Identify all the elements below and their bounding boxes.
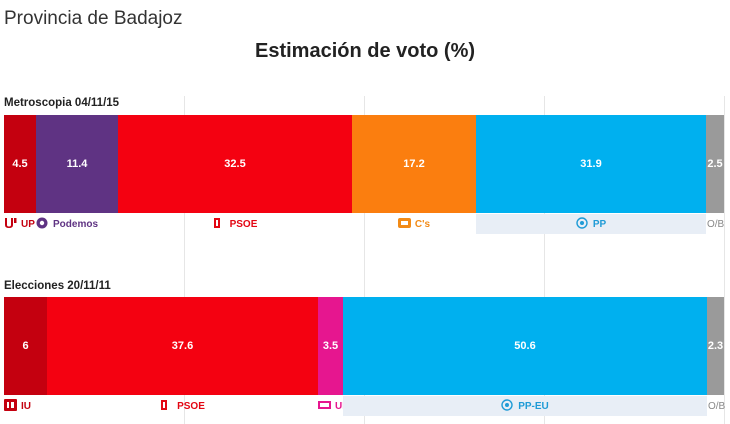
poll-label: Metroscopia 04/11/15 (4, 97, 120, 109)
iu-logo-icon (4, 398, 18, 414)
bar-segment-iu: 6 (4, 297, 47, 395)
pp-logo-icon (576, 216, 590, 232)
gridline (364, 96, 365, 424)
gridline (724, 96, 725, 424)
bar-segment-upyd: 3.5 (318, 297, 343, 395)
podemos-logo-icon (36, 217, 50, 232)
legend-item: Podemos (36, 214, 118, 234)
data-label: 11.4 (66, 158, 88, 170)
chart-title: Estimación de voto (%) (254, 40, 476, 62)
bar-segment-podemos: 11.4 (36, 115, 118, 213)
data-label: 2.5 (707, 158, 723, 170)
data-label: 2.3 (707, 340, 724, 352)
legend-item: C's (352, 214, 476, 234)
bar-segment-o-b: 2.5 (706, 115, 724, 213)
bar-segment-up: 4.5 (4, 115, 36, 213)
cs-logo-icon (397, 217, 412, 232)
data-label: 50.6 (514, 340, 536, 352)
legend-item: PSOE (47, 396, 318, 416)
province-title: Provincia de Badajoz (4, 8, 183, 29)
upyd-logo-icon (318, 399, 332, 414)
bar-segment-o-b: 2.3 (707, 297, 724, 395)
data-label: 17.2 (403, 158, 425, 170)
legend-label: O/B (707, 218, 725, 230)
data-label: 37.6 (171, 340, 194, 352)
legend-label: UP (21, 218, 35, 230)
legend-row: UP Podemos PSOE C's PP O/B (4, 214, 724, 234)
legend-item: UP (4, 214, 36, 234)
bar-segment-psoe: 37.6 (47, 297, 318, 395)
stacked-bar: 4.5 11.4 32.5 17.2 31.9 2.5 (4, 115, 724, 213)
legend-label: PSOE (229, 218, 258, 230)
legend-item: O/B (707, 396, 726, 416)
gridline (184, 96, 185, 424)
data-label: 4.5 (12, 158, 28, 170)
legend-item: PP-EU (343, 396, 707, 416)
legend-item: O/B (706, 214, 724, 234)
legend-label: C's (414, 218, 431, 230)
stacked-bar: 6 37.6 3.5 50.6 2.3 (4, 297, 724, 395)
bar-segment-psoe: 32.5 (118, 115, 352, 213)
legend-label: Podemos (53, 218, 99, 230)
bar-segment-pp-eu: 50.6 (343, 297, 707, 395)
bar-segment-pp: 31.9 (476, 115, 706, 213)
legend-item: IU (4, 396, 47, 416)
legend-label: PSOE (177, 400, 205, 412)
legend-label: PP-EU (518, 400, 549, 412)
legend-label: IU (21, 400, 31, 412)
gridline (544, 96, 545, 424)
legend-item: UPyD (318, 396, 362, 416)
data-label: 32.5 (224, 158, 246, 170)
legend-label: O/B (708, 400, 726, 412)
bar-segment-c-s: 17.2 (352, 115, 476, 213)
up-logo-icon (4, 217, 18, 232)
legend-item: PP (476, 214, 706, 234)
legend-item: PSOE (118, 214, 352, 234)
poll-label: Elecciones 20/11/11 (4, 280, 111, 292)
data-label: 6 (22, 340, 29, 352)
legend-row: IU PSOE UPyD PP-EU O/B (4, 396, 726, 416)
data-label: 3.5 (322, 340, 339, 352)
psoe-logo-icon (160, 399, 174, 414)
psoe-logo-icon (213, 217, 227, 232)
legend-label: PP (592, 218, 607, 230)
pp-logo-icon (501, 398, 515, 414)
data-label: 31.9 (580, 158, 602, 170)
